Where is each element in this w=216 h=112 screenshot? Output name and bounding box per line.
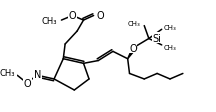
Text: N: N	[34, 70, 41, 80]
Text: Si: Si	[152, 33, 161, 43]
Text: CH₃: CH₃	[164, 25, 176, 31]
Text: CH₃: CH₃	[164, 44, 176, 50]
Text: O: O	[96, 10, 104, 20]
Text: CH₃: CH₃	[41, 16, 57, 25]
Text: O: O	[24, 78, 31, 88]
Text: CH₃: CH₃	[0, 69, 14, 77]
Polygon shape	[128, 46, 137, 59]
Text: O: O	[129, 43, 137, 53]
Text: CH₃: CH₃	[128, 21, 141, 27]
Text: O: O	[69, 10, 76, 20]
